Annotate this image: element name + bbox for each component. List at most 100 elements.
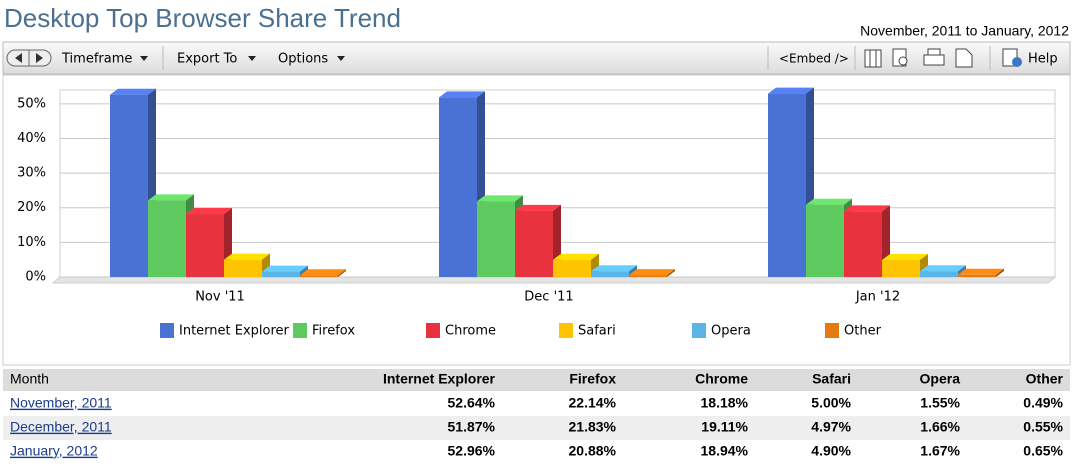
table-header: Other: [1026, 371, 1064, 387]
bar-top: [515, 204, 561, 211]
bar: [958, 268, 1004, 277]
bar-top: [300, 269, 346, 276]
bar-front: [768, 93, 806, 278]
y-tick-label: 30%: [17, 166, 46, 181]
legend-swatch: [559, 323, 573, 338]
bar-front: [629, 275, 667, 277]
table-header: Month: [10, 371, 49, 387]
bar-front: [262, 271, 300, 277]
y-tick-label: 40%: [17, 131, 46, 146]
table-cell: 18.94%: [701, 443, 749, 459]
table-cell: 20.88%: [569, 443, 617, 459]
bar-top: [110, 88, 156, 95]
dropdown-arrow: [248, 56, 256, 61]
bar-front: [300, 275, 338, 277]
bar-front: [806, 204, 844, 277]
legend-label: Opera: [711, 324, 751, 339]
bar-front: [477, 201, 515, 277]
legend-swatch: [426, 323, 440, 338]
bar-front: [844, 211, 882, 277]
bar-front: [920, 271, 958, 277]
table-cell: 1.67%: [920, 443, 960, 459]
table-header: Firefox: [569, 371, 616, 387]
table-header: Chrome: [695, 371, 748, 387]
bar-top: [844, 205, 890, 212]
x-tick-label: Nov '11: [195, 290, 245, 305]
table-cell: 4.90%: [811, 443, 851, 459]
bar-top: [224, 253, 270, 260]
y-tick-label: 50%: [17, 96, 46, 111]
table-cell: 52.96%: [448, 443, 496, 459]
bar-top: [553, 253, 599, 260]
help-icon[interactable]: [1002, 48, 1022, 67]
bar-side: [667, 269, 675, 277]
y-tick-label: 10%: [17, 235, 46, 250]
bar-front: [439, 97, 477, 277]
bar: [300, 269, 346, 277]
bar-top: [186, 208, 232, 215]
table-header-row: [3, 369, 1070, 391]
x-tick-label: Jan '12: [855, 290, 900, 305]
table-header: Safari: [812, 371, 851, 387]
bar-top: [629, 269, 675, 276]
plot-floor: [51, 276, 1057, 284]
table-cell: 0.49%: [1023, 395, 1063, 411]
legend-swatch: [692, 323, 706, 338]
dropdown-arrow: [337, 56, 345, 61]
bar-top: [439, 91, 485, 98]
bar-front: [553, 259, 591, 277]
bar-top: [768, 87, 814, 94]
bar-top: [920, 265, 966, 272]
table-cell: 52.64%: [448, 395, 496, 411]
bar-front: [882, 260, 920, 277]
bar-top: [591, 265, 637, 272]
bar: [629, 269, 675, 277]
table-header: Opera: [920, 371, 961, 387]
bar-top: [477, 195, 523, 202]
bar-top: [148, 194, 194, 201]
table-cell: 1.66%: [920, 419, 960, 435]
month-link[interactable]: December, 2011: [10, 419, 112, 435]
month-link[interactable]: January, 2012: [10, 443, 98, 459]
embed-button[interactable]: <Embed />: [779, 52, 849, 66]
export-menu[interactable]: Export To: [177, 52, 237, 67]
bar: [186, 208, 232, 277]
legend-swatch: [160, 323, 174, 338]
x-tick-label: Dec '11: [524, 290, 573, 305]
table-cell: 5.00%: [811, 395, 851, 411]
bar-front: [958, 274, 996, 277]
bar-front: [224, 259, 262, 277]
options-menu[interactable]: Options: [278, 52, 328, 67]
dropdown-arrow: [140, 56, 148, 61]
nav-buttons[interactable]: [6, 49, 52, 67]
help-button[interactable]: Help: [1028, 52, 1058, 67]
bar-side: [338, 269, 346, 277]
y-tick-label: 20%: [17, 200, 46, 215]
legend-label: Chrome: [445, 324, 496, 339]
table-cell: 4.97%: [811, 419, 851, 435]
bar-top: [958, 268, 1004, 275]
legend-swatch: [293, 323, 307, 338]
bar-front: [591, 271, 629, 277]
legend-label: Internet Explorer: [179, 324, 290, 339]
bar-top: [262, 265, 308, 272]
bar-front: [186, 214, 224, 277]
legend-label: Safari: [578, 324, 616, 339]
icon-buttons[interactable]: [864, 48, 973, 68]
bar-side: [996, 268, 1004, 277]
bar-front: [515, 210, 553, 277]
table-row-bg: [3, 416, 1070, 440]
table-cell: 0.65%: [1023, 443, 1063, 459]
bar-top: [806, 198, 852, 205]
table: Month Internet Explorer Firefox Chrome Safar…: [10, 371, 1064, 459]
table-cell: 21.83%: [569, 419, 617, 435]
legend-label: Firefox: [312, 324, 355, 339]
table-cell: 0.55%: [1023, 419, 1063, 435]
table-cell: 51.87%: [448, 419, 496, 435]
month-link[interactable]: November, 2011: [10, 395, 112, 411]
date-range: November, 2011 to January, 2012: [860, 23, 1069, 39]
bar-front: [148, 200, 186, 277]
timeframe-menu[interactable]: Timeframe: [61, 52, 132, 67]
